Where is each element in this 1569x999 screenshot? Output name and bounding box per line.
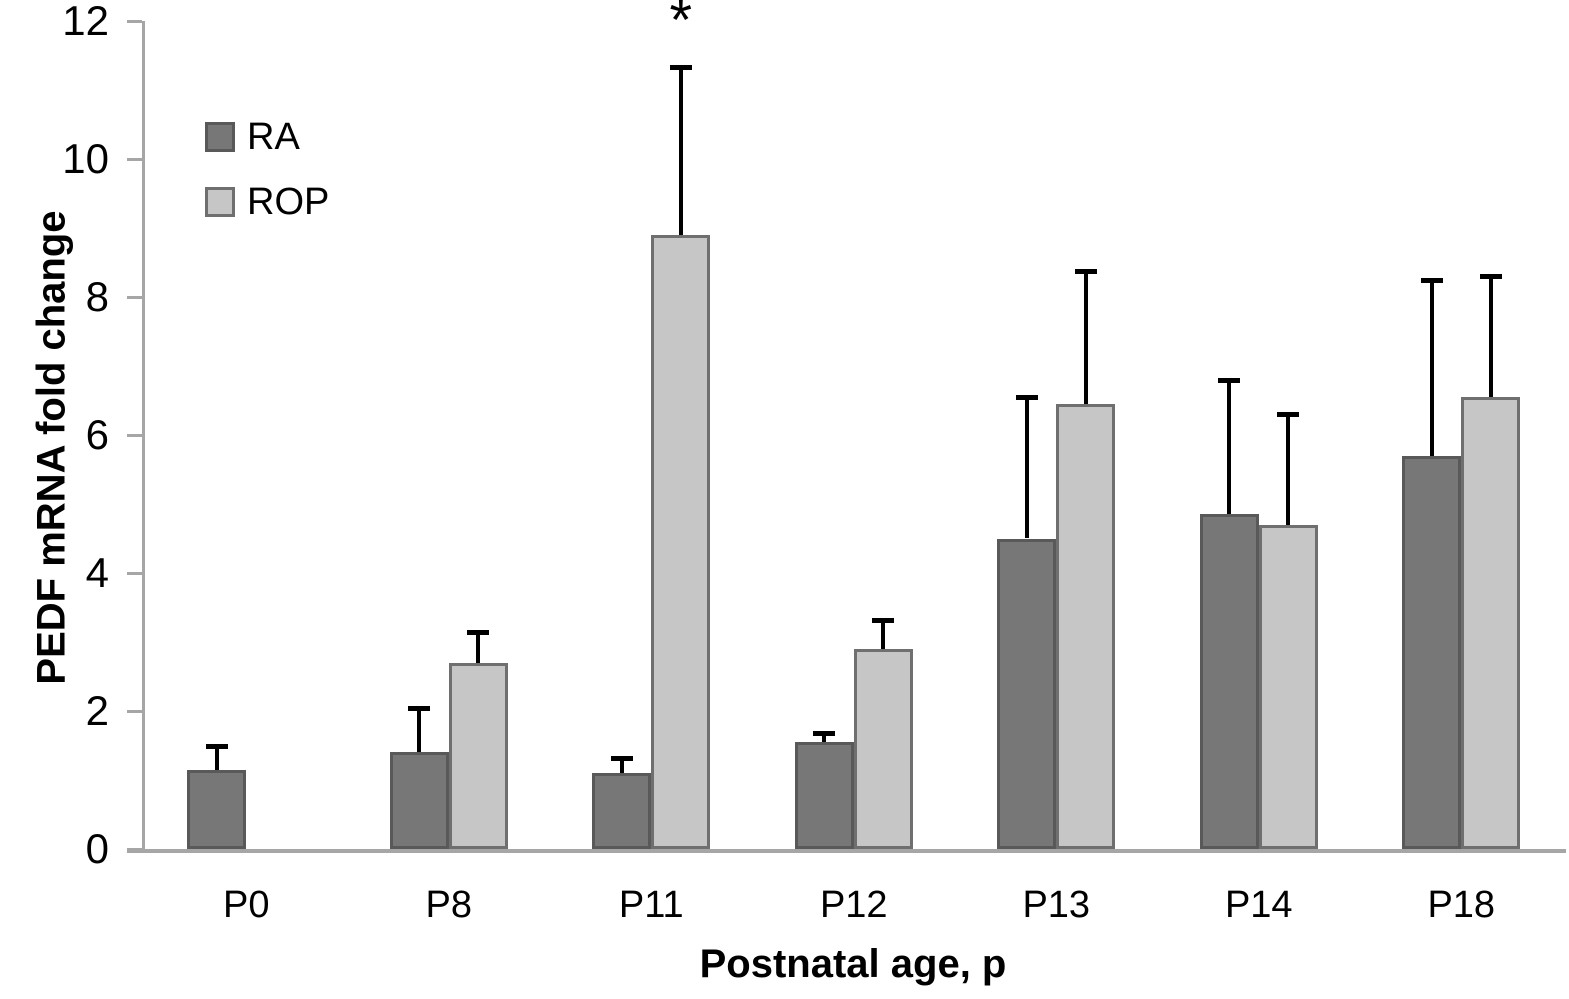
legend: RA ROP [205, 118, 329, 248]
bar-RA-P12 [794, 742, 854, 849]
error-bar-RA-P13 [1024, 397, 1029, 539]
x-axis-line [127, 849, 1566, 853]
error-cap-ROP-P14 [1277, 412, 1300, 418]
error-bar-RA-P0 [214, 745, 219, 770]
error-cap-ROP-P18 [1479, 274, 1502, 280]
y-tick [127, 20, 142, 23]
y-tick-label: 2 [85, 687, 109, 734]
legend-swatch-ROP [205, 187, 235, 217]
category-label-P13: P13 [1022, 884, 1091, 926]
error-cap-RA-P11 [610, 755, 633, 761]
x-axis-title: Postnatal age, p [699, 942, 1007, 986]
error-bar-RA-P18 [1429, 279, 1434, 456]
bar-RA-P0 [187, 769, 247, 849]
error-cap-ROP-P13 [1074, 268, 1097, 274]
legend-item-ROP: ROP [205, 183, 329, 221]
error-cap-RA-P8 [408, 705, 431, 711]
error-bar-ROP-P12 [881, 619, 886, 649]
y-axis-line [142, 21, 145, 852]
error-bar-RA-P8 [417, 707, 422, 753]
bar-RA-P13 [997, 538, 1057, 849]
error-bar-ROP-P8 [476, 631, 481, 663]
y-tick-label: 12 [62, 0, 109, 44]
bar-ROP-P18 [1461, 397, 1521, 849]
bar-RA-P18 [1402, 455, 1462, 849]
y-tick [127, 296, 142, 299]
legend-item-RA: RA [205, 118, 329, 156]
error-cap-RA-P13 [1015, 395, 1038, 401]
category-label-P12: P12 [819, 884, 888, 926]
error-cap-ROP-P8 [467, 629, 490, 635]
category-label-P14: P14 [1224, 884, 1293, 926]
bar-ROP-P12 [853, 648, 913, 849]
significance-asterisk: * [669, 0, 693, 53]
category-label-P18: P18 [1427, 884, 1496, 926]
bar-ROP-P11 [651, 234, 711, 849]
error-bar-ROP-P14 [1286, 414, 1291, 525]
error-bar-ROP-P11 [678, 67, 683, 235]
legend-label-ROP: ROP [247, 181, 330, 223]
legend-swatch-RA [205, 122, 235, 152]
error-cap-RA-P0 [205, 743, 228, 749]
error-bar-RA-P11 [619, 757, 624, 774]
bar-RA-P14 [1199, 514, 1259, 849]
y-tick-label: 10 [62, 135, 109, 182]
y-tick-label: 8 [85, 273, 109, 320]
error-cap-RA-P14 [1218, 377, 1241, 383]
error-cap-RA-P18 [1420, 277, 1443, 283]
y-tick [127, 434, 142, 437]
error-bar-RA-P14 [1227, 379, 1232, 515]
y-tick [127, 158, 142, 161]
bar-ROP-P8 [448, 662, 508, 849]
error-bar-RA-P12 [822, 733, 827, 743]
bar-RA-P11 [592, 773, 652, 849]
y-tick-label: 0 [85, 825, 109, 872]
error-cap-RA-P12 [813, 731, 836, 737]
legend-label-RA: RA [247, 116, 300, 158]
y-tick-label: 6 [85, 411, 109, 458]
y-tick [127, 572, 142, 575]
error-bar-ROP-P18 [1488, 276, 1493, 398]
bar-RA-P8 [389, 752, 449, 849]
bar-ROP-P14 [1258, 524, 1318, 849]
y-tick [127, 710, 142, 713]
bar-ROP-P13 [1056, 403, 1116, 849]
error-bar-ROP-P13 [1083, 270, 1088, 404]
category-label-P11: P11 [618, 884, 684, 926]
category-label-P0: P0 [223, 884, 270, 926]
category-label-P8: P8 [425, 884, 472, 926]
error-cap-ROP-P12 [872, 617, 895, 623]
y-tick-label: 4 [85, 549, 109, 596]
error-cap-ROP-P11 [669, 65, 692, 71]
